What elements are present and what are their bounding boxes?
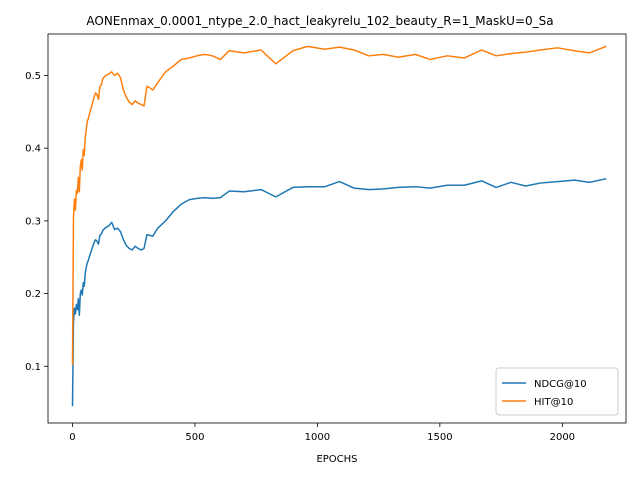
x-axis: 0 500 1000 1500 2000 (69, 423, 575, 443)
x-tick-label: 1500 (427, 432, 452, 443)
y-tick-label: 0.4 (25, 144, 41, 155)
x-tick-label: 0 (69, 432, 75, 443)
y-tick-label: 0.5 (25, 71, 41, 82)
y-tick-label: 0.2 (25, 289, 41, 300)
series-layer (71, 45, 607, 407)
legend-label: NDCG@10 (534, 379, 587, 390)
plot-area-frame (47, 33, 627, 424)
legend-box (495, 367, 619, 416)
x-tick-label: 2000 (550, 432, 575, 443)
series-line-ndcg (71, 177, 607, 407)
y-tick-label: 0.1 (25, 362, 41, 373)
series-line-hit (71, 45, 607, 365)
x-tick-label: 1000 (305, 432, 330, 443)
legend-label: HIT@10 (534, 397, 573, 408)
legend: NDCG@10 HIT@10 (495, 367, 619, 416)
x-tick-label: 500 (185, 432, 204, 443)
y-tick-label: 0.3 (25, 216, 41, 227)
chart-title: AONEnmax_0.0001_ntype_2.0_hact_leakyrelu… (86, 14, 553, 28)
x-axis-label: EPOCHS (316, 454, 357, 465)
y-axis: 0.1 0.2 0.3 0.4 0.5 (25, 71, 48, 373)
